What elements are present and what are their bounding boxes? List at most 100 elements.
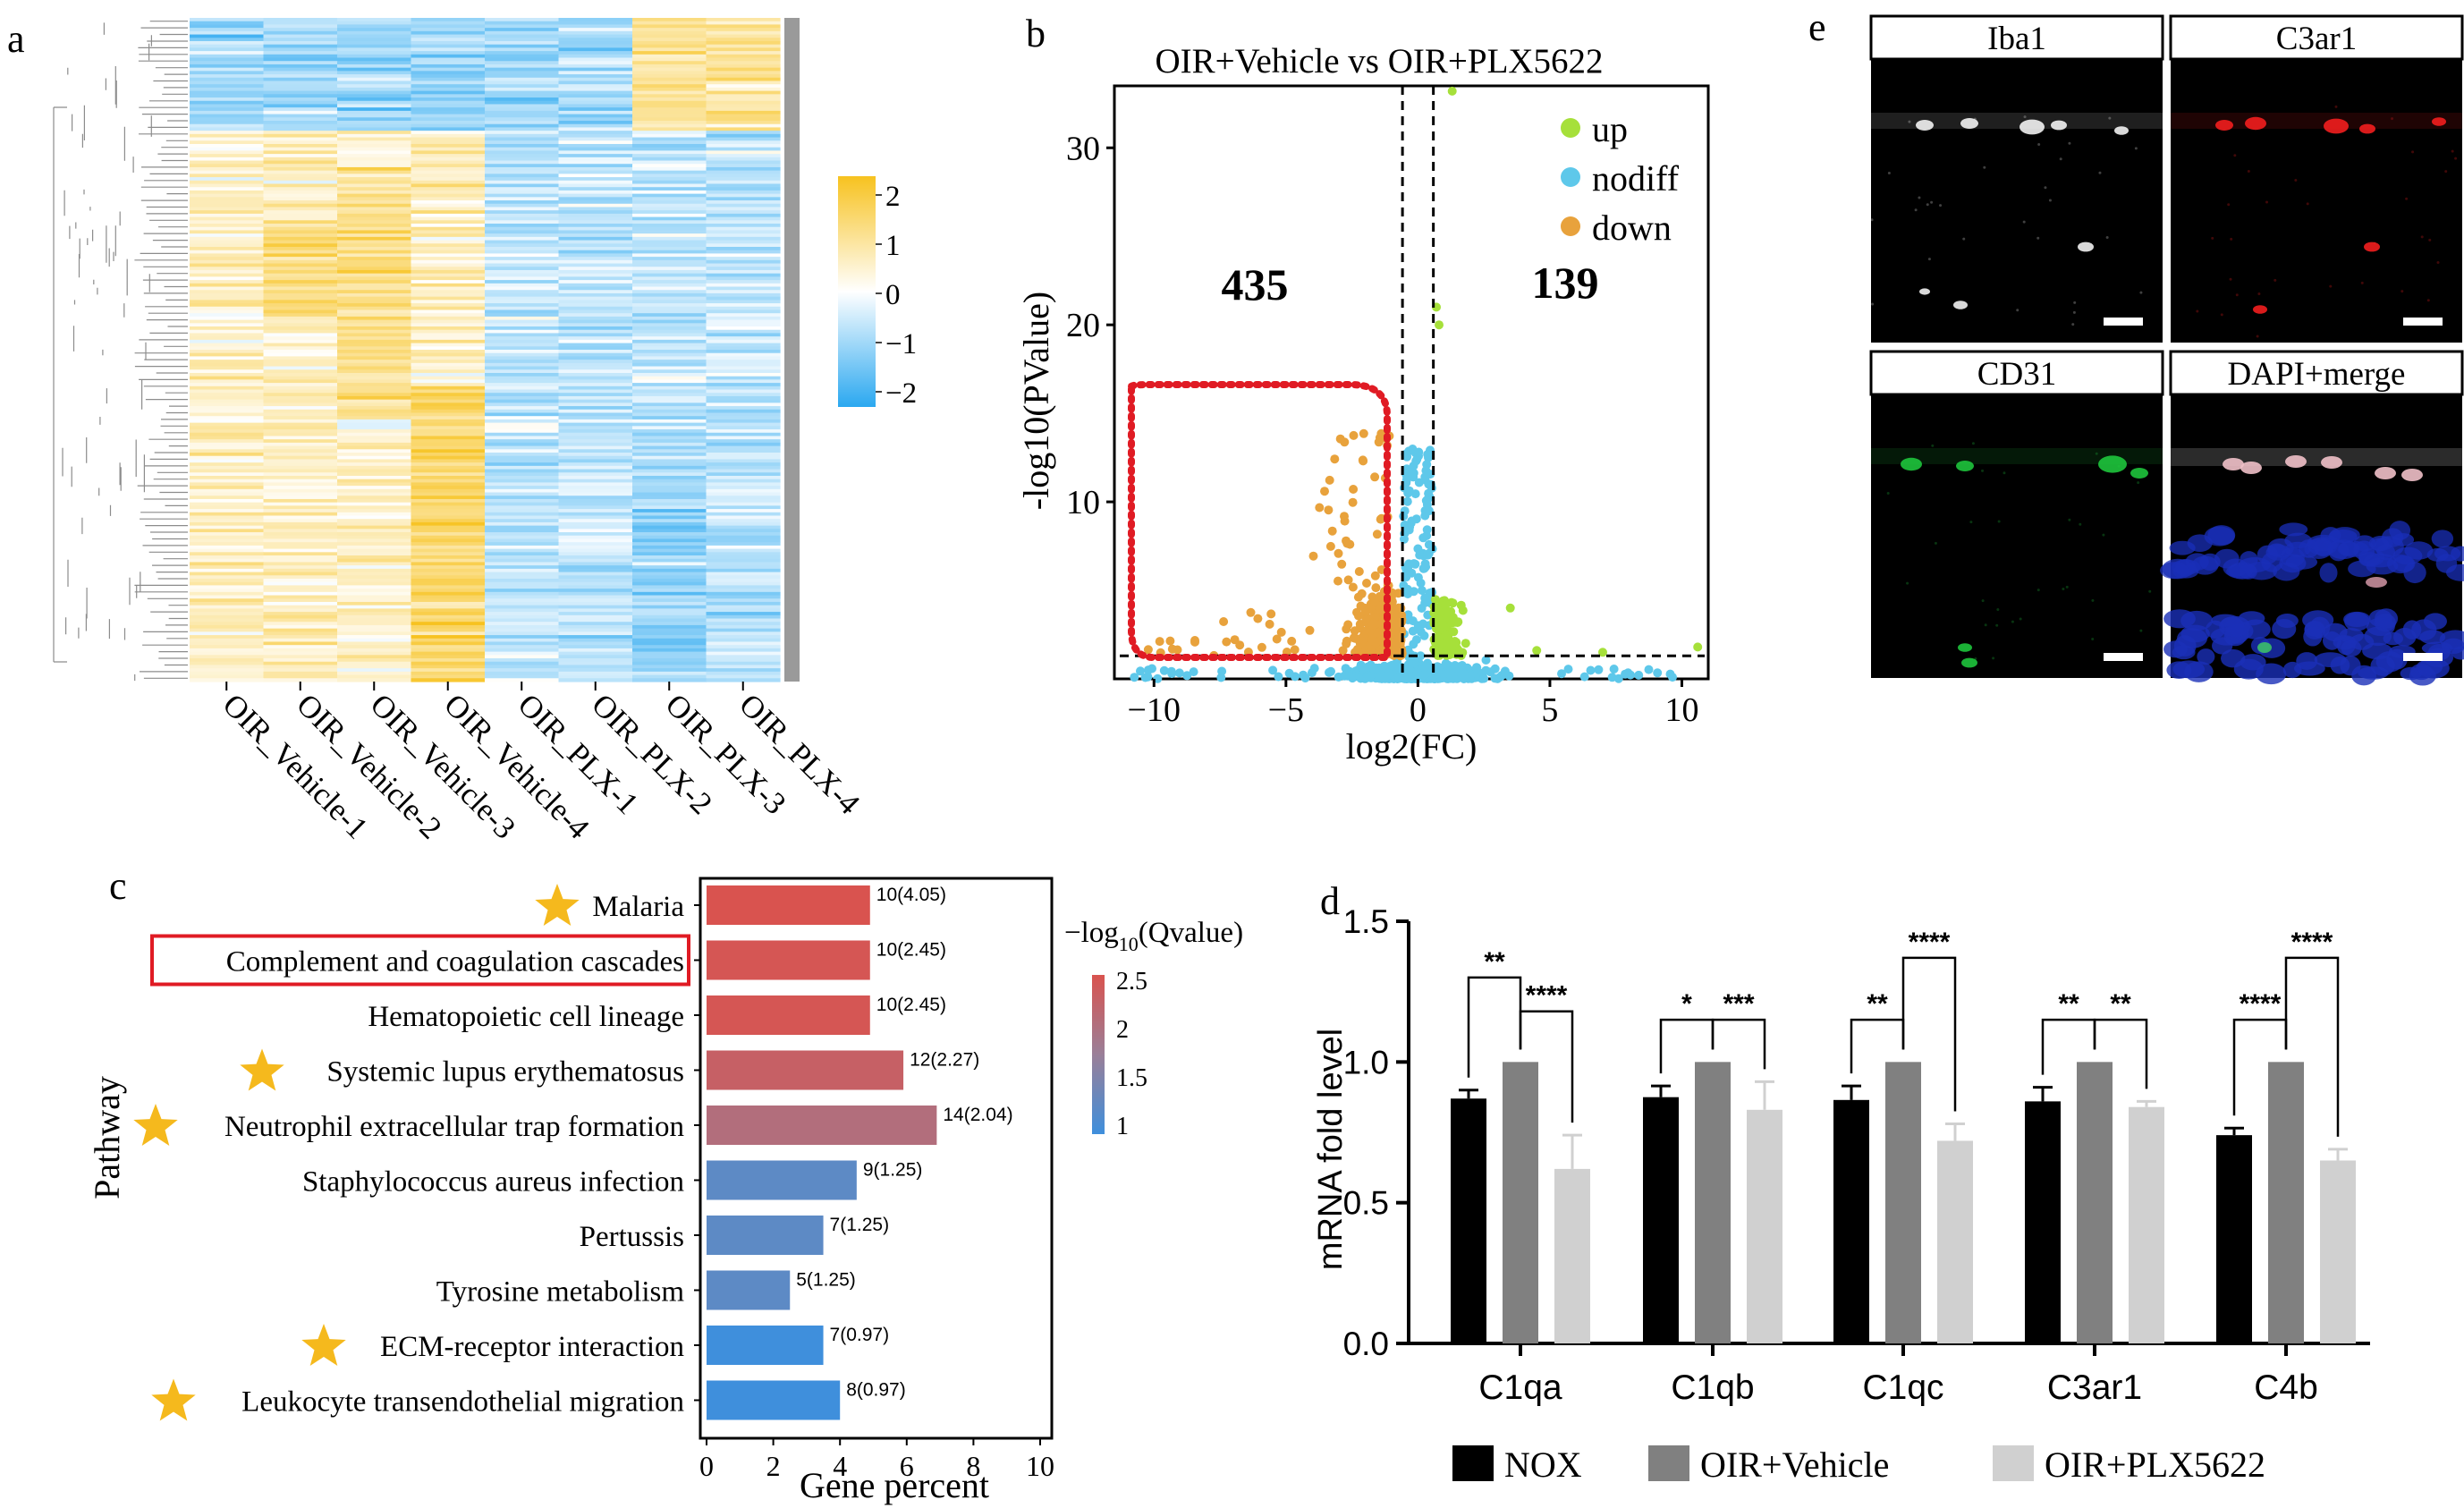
heatmap-cell [263,552,338,556]
heatmap-cell [632,207,707,211]
background-signal [1981,469,1985,472]
heatmap-cell [706,157,781,162]
heatmap-cell [337,648,412,653]
heatmap-cell [632,589,707,593]
background-signal [1926,203,1929,207]
heatmap-cell [411,645,486,649]
heatmap-cell [558,442,633,447]
heatmap-cell [706,562,781,566]
heatmap-cell [337,253,412,258]
heatmap-cell [263,525,338,529]
heatmap-cell [558,226,633,232]
heatmap-cell [632,326,707,331]
heatmap-cell [411,207,486,211]
heatmap-cell [337,622,412,626]
heatmap-cell [190,267,265,271]
volcano-point-down [1343,620,1353,630]
heatmap-cell [632,309,707,314]
heatmap-cell [337,166,412,172]
heatmap-cell [485,180,560,185]
heatmap-cell [632,104,707,108]
heatmap-cell [411,40,486,46]
heatmap-cell [337,393,412,397]
heatmap-cell [190,628,265,632]
heatmap-cell [411,77,486,82]
heatmap-cell [558,190,633,195]
significance-label: ** [1484,947,1505,977]
heatmap-cell [632,442,707,447]
heatmap-cell [263,436,338,440]
volcano-point-down [1324,505,1334,515]
background-signal [2091,638,2095,641]
heatmap-cell [411,486,486,490]
heatmap-cell [263,210,338,215]
heatmap-cell [485,674,560,679]
heatmap-cell [632,618,707,623]
pathway-bar-label: 9(1.25) [863,1160,923,1181]
heatmap-cell [263,203,338,208]
heatmap-cell [485,661,560,666]
heatmap-cell [411,352,486,358]
heatmap-cell [485,61,560,65]
heatmap-cell [485,482,560,487]
heatmap-cell [706,154,781,158]
tissue-layer [2171,113,2462,129]
heatmap-cell [411,655,486,659]
heatmap-cell [190,236,265,241]
heatmap-cell [558,439,633,444]
heatmap-cell [632,243,707,248]
heatmap-cell [263,379,338,384]
heatmap-cell [411,104,486,108]
heatmap-cell [485,67,560,72]
heatmap-cell [263,356,338,360]
star-icon [151,1378,196,1421]
heatmap-cell [706,150,781,155]
heatmap-cell [632,502,707,506]
heatmap-cell [485,638,560,643]
qpcr-bar [1747,1109,1782,1343]
heatmap-cell [558,250,633,255]
heatmap-cell [632,74,707,79]
pathway-bar-label: 10(2.45) [876,995,946,1015]
heatmap-cell [706,213,781,218]
heatmap-cell [411,628,486,632]
pathway-x-tick-label: 2 [766,1450,781,1482]
heatmap-cell [411,216,486,221]
volcano-point-up [1432,614,1442,623]
heatmap-cell [411,525,486,529]
heatmap-cell [485,635,560,640]
heatmap-cell [411,87,486,92]
heatmap-cell [263,51,338,55]
nucleus [2327,539,2359,560]
heatmap-cell [411,200,486,205]
heatmap-cell [485,290,560,294]
heatmap-cell [706,166,781,172]
heatmap-cell [558,210,633,215]
volcano-point-nodiff [1410,672,1419,681]
heatmap-cell [263,187,338,191]
heatmap-cell [263,462,338,467]
background-signal [2257,292,2261,296]
heatmap-cell [263,160,338,165]
heatmap-cell [263,107,338,112]
heatmap-cell [485,352,560,358]
heatmap-cell [706,462,781,467]
heatmap-cell [263,385,338,391]
heatmap-cell [558,110,633,115]
background-signal [2016,309,2019,312]
heatmap-cell [632,665,707,669]
volcano-point-nodiff [1291,672,1300,682]
heatmap-cell [190,601,265,606]
heatmap-cell [632,406,707,411]
heatmap-cell [337,121,412,125]
heatmap-cell [411,319,486,324]
volcano-point-down [1358,455,1367,465]
background-signal [2426,299,2430,302]
heatmap-cell [190,472,265,477]
pathway-bar [707,1050,904,1090]
heatmap-cell [263,243,338,248]
heatmap-cell [190,486,265,490]
heatmap-cell [558,402,633,407]
heatmap-cell [706,233,781,238]
